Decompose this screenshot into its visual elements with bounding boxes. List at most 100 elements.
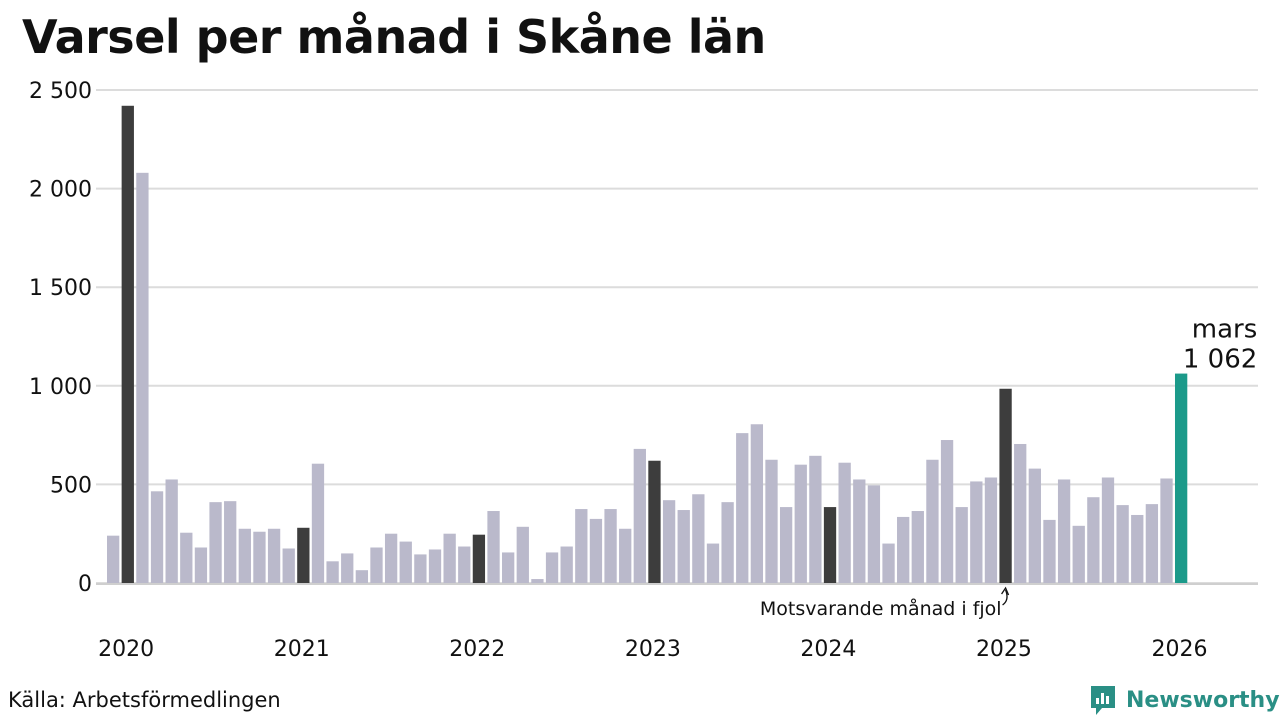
bar[interactable] [911,511,924,583]
bar[interactable] [1101,477,1115,583]
bar[interactable] [589,518,603,583]
x-tick-label: 2021 [274,637,330,662]
bar[interactable] [662,500,676,583]
newsworthy-logo[interactable]: Newsworthy [1088,683,1280,717]
current-value-label: 1 062 [1183,345,1257,375]
bar[interactable] [633,448,646,583]
bars [107,105,1188,583]
bar[interactable] [458,546,471,583]
bar[interactable] [545,552,559,583]
bar[interactable] [926,459,939,583]
bar[interactable] [604,509,617,583]
y-tick-label: 500 [50,473,92,498]
annotation-arrow [1002,589,1008,606]
bar[interactable] [677,510,690,583]
bar-same-month-last-year[interactable] [472,534,486,583]
same-month-annotation: Motsvarande månad i fjol [760,597,1002,620]
newsworthy-logo-icon [1091,686,1115,715]
bar[interactable] [619,528,632,583]
bar[interactable] [165,479,178,583]
bar-current-month[interactable] [1174,373,1188,583]
bar[interactable] [399,541,412,583]
bar[interactable] [867,485,881,583]
gridlines [96,89,1258,585]
bar[interactable] [765,459,778,583]
bar[interactable] [1145,504,1159,583]
bar[interactable] [750,424,764,583]
source-note: Källa: Arbetsförmedlingen [8,688,281,712]
x-tick-label: 2023 [625,637,681,662]
bar[interactable] [794,464,807,583]
bar[interactable] [1131,514,1144,583]
bar[interactable] [238,528,251,583]
y-tick-label: 0 [78,572,92,597]
bar[interactable] [984,477,998,583]
bar-same-month-last-year[interactable] [297,527,310,583]
bar[interactable] [1028,468,1041,583]
bar[interactable] [1043,519,1056,583]
bar[interactable] [531,579,544,583]
bar[interactable] [428,549,442,583]
bar-same-month-last-year[interactable] [823,507,837,583]
bar-same-month-last-year[interactable] [648,460,661,583]
bar[interactable] [180,532,193,583]
bar[interactable] [853,479,866,583]
bar[interactable] [384,533,398,583]
bar[interactable] [560,546,573,583]
bar[interactable] [736,433,749,583]
bar[interactable] [838,462,851,583]
bar[interactable] [107,535,120,583]
bar[interactable] [955,507,968,583]
x-tick-label: 2026 [1152,637,1208,662]
bar[interactable] [326,561,339,583]
bar[interactable] [150,491,164,583]
bar[interactable] [311,463,325,583]
bar[interactable] [1057,479,1071,583]
bar[interactable] [779,507,793,583]
bar[interactable] [487,511,500,583]
bar[interactable] [516,526,529,583]
bar[interactable] [341,553,354,583]
bar[interactable] [706,543,720,583]
bar[interactable] [502,552,515,583]
bar-chart: 0 500 1 000 1 500 2 000 2 500 2020 2021 2022 2023… [29,79,1258,662]
bar[interactable] [136,172,149,583]
bar[interactable] [370,547,383,583]
bar[interactable] [721,502,734,583]
bar[interactable] [253,531,266,583]
bar-same-month-last-year[interactable] [999,388,1012,583]
bar[interactable] [897,516,910,583]
y-tick-label: 2 000 [29,178,92,203]
bar[interactable] [1116,505,1129,583]
bar-same-month-last-year[interactable] [121,105,134,583]
bar[interactable] [1072,525,1085,583]
bar[interactable] [882,543,895,583]
y-tick-label: 2 500 [29,79,92,104]
bar[interactable] [940,440,954,583]
current-month-label: mars [1192,315,1258,345]
bar[interactable] [282,548,295,583]
x-tick-label: 2022 [449,637,505,662]
bar[interactable] [414,554,427,583]
brand-name: Newsworthy [1126,687,1280,713]
bar[interactable] [692,494,705,583]
bar[interactable] [970,481,983,583]
bar[interactable] [194,547,208,583]
bar[interactable] [355,570,369,583]
bar[interactable] [1014,443,1027,583]
y-tick-label: 1 000 [29,375,92,400]
axis-labels: 0 500 1 000 1 500 2 000 2 500 2020 2021 2022 2023… [29,79,1257,662]
bar[interactable] [267,528,281,583]
bar[interactable] [809,455,822,583]
bar[interactable] [209,502,222,583]
bar[interactable] [443,533,456,583]
annotation-arrowhead [1001,586,1010,596]
x-tick-label: 2024 [800,637,856,662]
bar[interactable] [1087,497,1100,583]
chart-title: Varsel per månad i Skåne län [22,10,766,64]
bar[interactable] [224,501,237,583]
y-tick-label: 1 500 [29,276,92,301]
bar[interactable] [1160,478,1173,583]
bar[interactable] [575,509,588,583]
x-tick-label: 2025 [976,637,1032,662]
